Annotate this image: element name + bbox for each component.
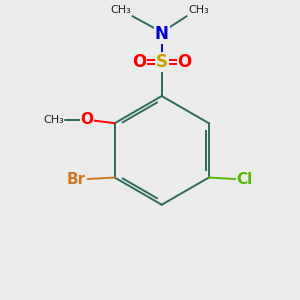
Text: O: O [178, 53, 192, 71]
Text: Cl: Cl [237, 172, 253, 187]
Text: CH₃: CH₃ [188, 5, 209, 15]
Text: Br: Br [67, 172, 86, 187]
Text: CH₃: CH₃ [44, 115, 64, 125]
Text: CH₃: CH₃ [110, 5, 131, 15]
Text: O: O [132, 53, 146, 71]
Text: N: N [155, 26, 169, 44]
Text: S: S [156, 53, 168, 71]
Text: O: O [80, 112, 93, 127]
